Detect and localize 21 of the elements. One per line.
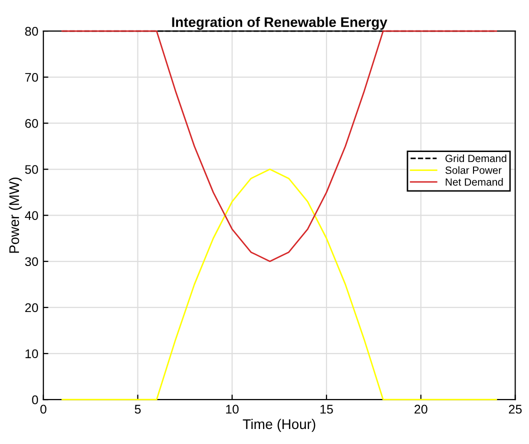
x-tick-label: 5 [134,404,141,414]
y-tick-label: 70 [25,72,38,82]
x-tick-label: 0 [40,404,46,414]
y-axis-title: Power (MW) [8,178,22,253]
y-tick-label: 50 [25,165,38,174]
y-tick-label: 30 [25,257,38,266]
x-tick-label: 25 [508,404,522,414]
x-tick-label: 15 [320,404,333,414]
legend-label: Solar Power [445,166,502,174]
legend-label: Grid Demand [445,154,506,162]
y-tick-label: 10 [26,349,38,358]
x-tick-label: 10 [226,404,239,414]
y-tick-label: 40 [24,211,38,220]
y-tick-label: 60 [25,119,38,128]
y-tick-label: 20 [25,303,38,312]
legend-label: Net Demand [446,178,503,186]
chart-title: Integration of Renewable Energy [172,16,388,30]
x-axis-title: Time (Hour) [242,418,316,432]
x-tick-label: 20 [414,404,428,414]
y-tick-label: 0 [32,395,38,404]
y-tick-label: 80 [25,26,38,36]
